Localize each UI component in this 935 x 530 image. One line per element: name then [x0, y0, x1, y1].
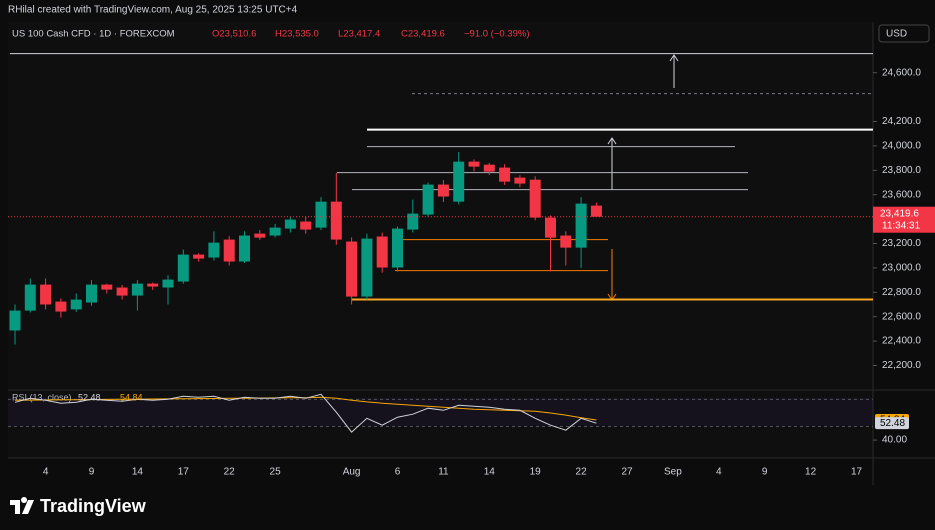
arrowhead	[669, 54, 679, 62]
y-tick-label: 24,200.0	[882, 116, 921, 127]
x-tick-label: 9	[89, 467, 95, 478]
arrowhead	[607, 137, 617, 145]
watermark: RHilal created with TradingView.com, Aug…	[8, 5, 298, 16]
candle-body	[101, 284, 113, 290]
candle-body	[9, 310, 21, 331]
x-tick-label: 25	[270, 467, 282, 478]
candle-body	[422, 184, 434, 215]
x-tick-label: 4	[716, 467, 722, 478]
ohlc-value: C23,419.6	[401, 29, 445, 40]
candle-body	[483, 164, 495, 172]
candle-body	[131, 283, 143, 296]
candle-body	[545, 217, 556, 238]
candle-body	[208, 242, 220, 258]
rsi-value-box	[875, 417, 909, 430]
x-tick-label: 27	[621, 467, 633, 478]
candle-body	[70, 299, 82, 310]
ohlc-value: O23,510.6	[212, 29, 256, 40]
y-tick-label: 22,200.0	[882, 360, 921, 371]
x-tick-label: 12	[805, 467, 817, 478]
countdown: 11:34:31	[882, 220, 921, 231]
rsi-legend-value: 52.48	[78, 392, 101, 402]
candle-body	[315, 201, 327, 228]
y-tick-label: 23,800.0	[882, 165, 921, 176]
ohlc-value: H23,535.0	[275, 29, 319, 40]
y-tick-label: 22,600.0	[882, 311, 921, 322]
candle-body	[284, 219, 296, 229]
candle-body	[300, 221, 312, 230]
x-tick-label: 14	[132, 467, 144, 478]
y-tick-label: 23,200.0	[882, 238, 921, 249]
y-tick-label: 22,400.0	[882, 336, 921, 347]
candle-body	[529, 179, 541, 218]
candle-body	[392, 228, 403, 268]
rsi-legend-value: 54.84	[120, 392, 143, 402]
y-tick-label: 23,000.0	[882, 263, 921, 274]
rsi-band	[8, 398, 873, 426]
candle-body	[269, 227, 281, 236]
rsi-value-label: 52.48	[880, 418, 905, 429]
candle-body	[40, 284, 52, 305]
currency[interactable]: USD	[886, 29, 907, 40]
candle-body	[514, 177, 526, 184]
currency-button[interactable]	[878, 24, 930, 43]
candle-body	[575, 203, 587, 248]
candle-body	[346, 241, 358, 297]
candle-body	[468, 161, 480, 167]
logo: TradingView	[10, 496, 147, 516]
candle-body	[254, 233, 266, 238]
rsi-line	[14, 393, 597, 433]
candle-body	[453, 161, 465, 202]
rsi-title: RSI (13, close)	[12, 392, 72, 402]
last-price-label: 23,419.6	[880, 208, 919, 219]
candle-body	[499, 167, 511, 182]
logo-text: TradingView	[40, 496, 147, 516]
ohlc-value: L23,417.4	[338, 29, 380, 40]
rsi-line	[14, 396, 597, 421]
rsi-tick-label: 40.00	[882, 435, 907, 446]
x-tick-label: 6	[395, 467, 401, 478]
candle-body	[55, 301, 67, 312]
x-tick-label: 14	[484, 467, 496, 478]
candle-body	[407, 213, 419, 230]
candle-body	[590, 205, 602, 217]
x-tick-label: 9	[762, 467, 768, 478]
candle-body	[162, 279, 174, 288]
candle-body	[177, 254, 189, 282]
x-tick-label: 22	[224, 467, 236, 478]
x-tick-label: 11	[438, 467, 449, 478]
candle-body	[560, 235, 572, 248]
arrows	[607, 54, 679, 301]
x-tick-label: 22	[576, 467, 588, 478]
x-tick-label: 19	[530, 467, 542, 478]
x-tick-label: Aug	[343, 467, 361, 478]
candle-body	[24, 284, 36, 311]
candle-body	[361, 238, 373, 297]
x-tick-label: 17	[851, 467, 863, 478]
x-tick-label: 4	[43, 467, 49, 478]
x-tick-label: Sep	[664, 467, 682, 478]
candle-body	[86, 284, 97, 303]
candle-body	[193, 254, 205, 259]
logo-icon	[10, 497, 34, 514]
x-tick-label: 17	[178, 467, 190, 478]
y-tick-label: 23,600.0	[882, 189, 921, 200]
candle-body	[437, 184, 449, 197]
symbol: US 100 Cash CFD · 1D · FOREXCOM	[12, 29, 175, 40]
last-price-box	[873, 206, 935, 233]
y-tick-label: 24,600.0	[882, 67, 921, 78]
y-tick-label: 24,000.0	[882, 141, 921, 152]
candle-body	[223, 239, 235, 262]
ohlc-value: −91.0 (−0.39%)	[464, 29, 530, 40]
candle-body	[376, 236, 388, 268]
y-tick-label: 22,800.0	[882, 287, 921, 298]
candle-body	[116, 287, 128, 296]
candle-body	[147, 283, 159, 287]
candle-body	[330, 201, 342, 240]
candle-body	[239, 235, 250, 262]
